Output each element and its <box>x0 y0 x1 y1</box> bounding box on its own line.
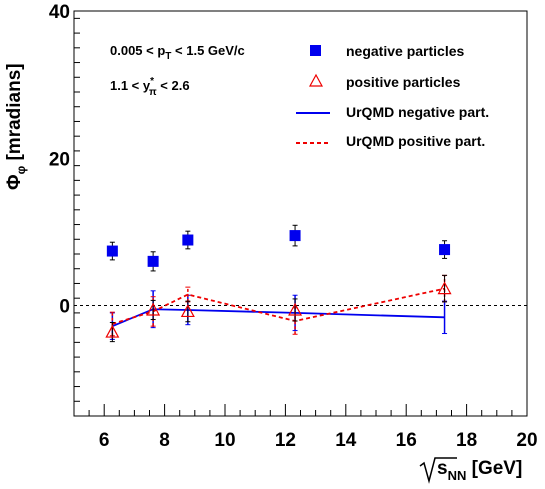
data-point-square <box>439 244 451 256</box>
data-point-triangle <box>146 302 161 316</box>
legend-label-positive: positive particles <box>346 74 461 90</box>
y-axis-title-main: Φ <box>4 174 25 190</box>
x-tick-label-14: 14 <box>335 430 357 451</box>
y-tick-label-0: 0 <box>59 297 70 318</box>
series-line <box>112 308 445 327</box>
x-tick-label-16: 16 <box>396 430 417 451</box>
data-point-square <box>147 255 159 267</box>
axis-ticks <box>73 17 528 417</box>
series-1 <box>105 274 452 343</box>
x-tick-label-8: 8 <box>159 430 170 451</box>
data-point-triangle <box>105 324 120 338</box>
legend: negative particles positive particles Ur… <box>296 43 489 149</box>
legend-label-negative: negative particles <box>346 43 464 59</box>
sqrt-sign <box>419 457 457 484</box>
series-2 <box>109 290 448 340</box>
legend-label-urqmd-positive: UrQMD positive part. <box>346 133 485 149</box>
x-axis-title-sub: NN <box>448 468 467 483</box>
x-tick-label-6: 6 <box>99 430 110 451</box>
data-point-triangle <box>288 302 303 316</box>
svg-text:sNN [GeV]: sNN [GeV] <box>437 458 522 483</box>
legend-label-urqmd-negative: UrQMD negative part. <box>346 104 489 120</box>
cut-annotation-rapidity: 1.1 < y* π < 2.6 <box>110 76 190 98</box>
y-tick-label-40: 40 <box>49 2 70 23</box>
series-line <box>112 287 445 325</box>
data-point-square <box>289 230 301 242</box>
x-tick-label-18: 18 <box>456 430 477 451</box>
data-point-square <box>182 234 194 246</box>
x-tick-label-10: 10 <box>214 430 235 451</box>
x-axis-title: sNN [GeV] <box>419 457 522 484</box>
legend-marker-negative <box>310 45 321 56</box>
data-point-triangle <box>437 281 452 295</box>
legend-marker-positive <box>308 73 324 87</box>
cut-annotation-pt: 0.005 < pT < 1.5 GeV/c <box>110 43 245 62</box>
data-point-triangle <box>180 304 195 318</box>
y-axis-title-unit: [mradians] <box>4 63 25 160</box>
x-tick-label-12: 12 <box>275 430 296 451</box>
y-axis-title: Φφ [mradians] <box>4 63 28 190</box>
series-0 <box>106 224 451 272</box>
x-axis-title-unit: [GeV] <box>466 458 522 479</box>
x-tick-label-20: 20 <box>516 430 537 451</box>
data-point-square <box>106 245 118 257</box>
y-tick-label-20: 20 <box>49 149 70 170</box>
series-layer <box>105 224 452 343</box>
x-axis-title-main: s <box>437 458 448 479</box>
plot-frame <box>73 10 528 417</box>
y-axis-title-sub: φ <box>14 165 28 174</box>
